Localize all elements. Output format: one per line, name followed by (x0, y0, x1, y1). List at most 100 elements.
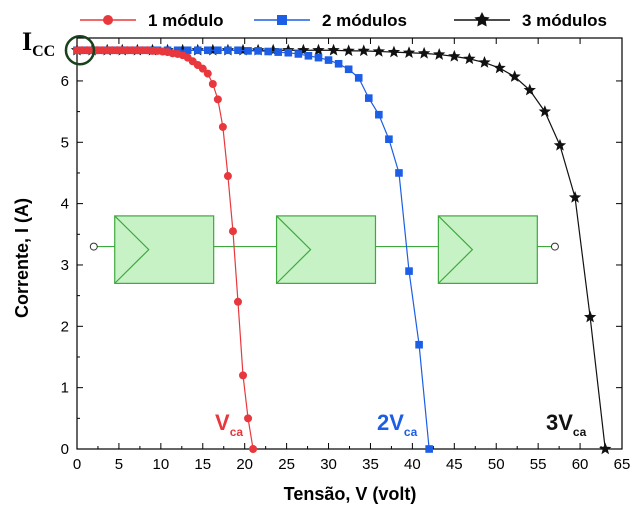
pv-module-2 (275, 215, 377, 284)
series-2-point-18 (254, 47, 262, 55)
y-tick-label-4: 4 (61, 196, 69, 213)
series-3-point-24 (433, 48, 446, 60)
series-3-point-35 (599, 442, 612, 455)
series-2-point-19 (264, 47, 272, 56)
pv-module-diode-3 (437, 215, 474, 284)
x-tick-label-9: 45 (446, 456, 463, 473)
series-1-point-35 (249, 445, 258, 453)
x-tick-label-10: 50 (488, 456, 505, 473)
legend-entry-1-modulo: 1 módulo (80, 11, 224, 30)
x-tick-label-13: 65 (614, 456, 631, 473)
series-3-point-18 (342, 44, 355, 57)
y-tick-label-5: 5 (61, 134, 69, 151)
series-3-point-22 (402, 46, 416, 58)
series-3-point-19 (357, 44, 370, 57)
series-3-point-34 (583, 310, 597, 323)
x-tick-label-7: 35 (362, 456, 379, 473)
x-tick-label-3: 15 (194, 456, 211, 473)
series-1-point-34 (244, 414, 253, 423)
series-3-point-17 (327, 43, 340, 56)
x-tick-label-11: 55 (530, 456, 547, 473)
series-2-point-21 (284, 48, 293, 57)
series-3-point-21 (387, 45, 401, 58)
series-3-point-27 (478, 56, 491, 68)
vca-3-main: 3V (546, 410, 573, 435)
series-1-point-30 (223, 172, 232, 181)
pv-module-3 (437, 215, 538, 284)
series-3-point-9 (206, 43, 220, 56)
series-1-point-25 (198, 64, 207, 73)
pv-module-1 (114, 215, 215, 284)
series-1-point-28 (213, 95, 222, 104)
legend: 1 módulo 2 módulos 3 módulos (80, 11, 607, 30)
module-terminal-right (550, 242, 559, 251)
series-2-point-31 (385, 135, 393, 144)
series-3-point-16 (312, 43, 325, 56)
series-2-point-14 (214, 46, 222, 55)
y-tick-label-2: 2 (61, 318, 69, 335)
series-3-point-26 (463, 52, 476, 65)
series-2-point-13 (204, 46, 212, 55)
legend-label-3: 3 módulos (522, 11, 607, 30)
series-1-point-31 (228, 227, 237, 236)
module-diagram (89, 215, 559, 284)
series-2-point-29 (364, 94, 373, 102)
series-2-point-27 (344, 65, 353, 74)
series-2-point-20 (274, 48, 283, 56)
legend-marker-3 (474, 12, 490, 27)
vca-3-annotation: 3Vca (546, 410, 587, 439)
x-tick-label-5: 25 (278, 456, 295, 473)
y-tick-label-1: 1 (61, 380, 69, 397)
series-2-point-11 (183, 46, 192, 55)
legend-label-2: 2 módulos (322, 11, 407, 30)
x-tick-label-4: 20 (236, 456, 253, 473)
series-2-point-25 (324, 56, 333, 64)
series-2-point-17 (244, 47, 252, 55)
vca-2-sub: ca (404, 425, 418, 439)
y-tick-label-6: 6 (61, 73, 69, 90)
vca-2-main: 2V (377, 410, 404, 435)
series-1-point-26 (203, 69, 212, 78)
x-tick-label-2: 10 (153, 456, 170, 473)
pv-module-diode-2 (276, 215, 312, 284)
series-3-point-11 (236, 43, 250, 56)
series-2-point-12 (193, 46, 202, 55)
series-3-point-28 (493, 61, 506, 74)
x-tick-label-12: 60 (572, 456, 589, 473)
legend-entry-2-modulos: 2 módulos (254, 11, 407, 30)
series-2-point-24 (314, 53, 323, 62)
vca-1-main: V (215, 410, 230, 435)
series-1-point-33 (239, 371, 248, 380)
series-3-point-7 (176, 43, 189, 56)
vca-1-sub: ca (230, 425, 244, 439)
series-3-point-25 (448, 49, 461, 62)
vca-1-annotation: Vca (215, 410, 243, 439)
module-terminal-left (89, 242, 98, 251)
series-2-point-16 (234, 46, 242, 55)
icc-highlight-circle (64, 35, 96, 66)
series-2-point-23 (304, 51, 313, 60)
series-3-point-13 (267, 43, 280, 56)
series-3-point-31 (538, 105, 552, 117)
legend-marker-1 (103, 15, 113, 25)
series-3-point-23 (417, 46, 431, 59)
icc-main: I (22, 27, 32, 56)
series-2-point-33 (405, 267, 413, 275)
series-3-point-32 (553, 138, 567, 151)
legend-entry-3-modulos: 3 módulos (454, 11, 607, 30)
series-2-point-32 (395, 169, 403, 177)
icc-sub: CC (32, 43, 55, 60)
pv-module-diode-1 (114, 215, 150, 284)
series-2-point-35 (425, 445, 433, 453)
series-1-point-29 (218, 122, 227, 131)
series-3-point-30 (523, 83, 536, 96)
series-3-point-29 (508, 70, 521, 82)
legend-marker-2 (277, 15, 287, 25)
y-tick-label-0: 0 (61, 441, 69, 458)
x-axis-title: Tensão, V (volt) (284, 484, 417, 504)
series-2-point-34 (415, 340, 423, 349)
y-tick-label-3: 3 (61, 257, 69, 274)
